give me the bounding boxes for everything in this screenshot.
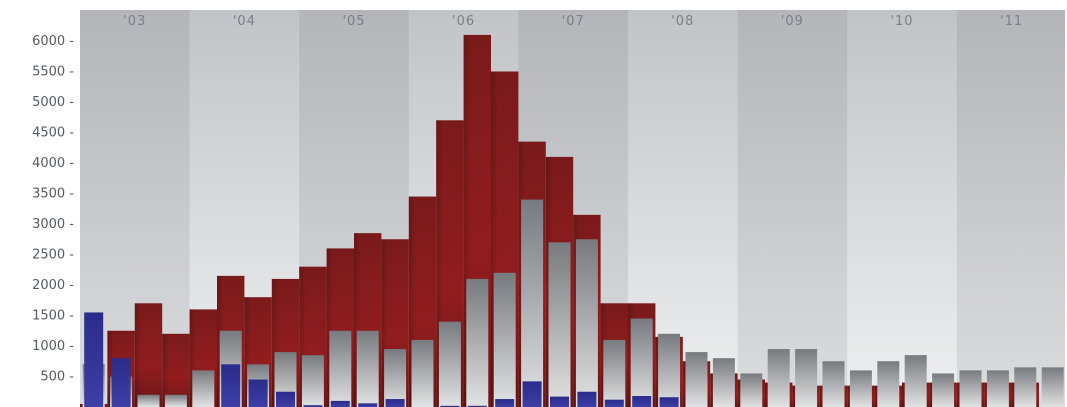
series-3-bar	[577, 391, 597, 407]
series-2-bar	[658, 333, 681, 407]
series-2-bar	[959, 370, 982, 407]
series-2-bar	[493, 272, 516, 407]
series-2-bar	[356, 330, 379, 407]
series-2-bar	[932, 373, 955, 407]
y-tick-label: 5000 -	[32, 95, 74, 110]
year-label: '07	[562, 14, 585, 29]
series-2-bar	[192, 370, 215, 407]
year-label: '10	[890, 14, 913, 29]
series-2-bar	[877, 361, 900, 407]
series-2-bar	[603, 339, 626, 407]
y-tick-label: 6000 -	[32, 34, 74, 49]
series-3-bar	[303, 405, 323, 407]
year-band	[956, 10, 1065, 407]
y-axis: 500 - 1000 - 1500 - 2000 - 2500 - 3000 - 3500 …	[32, 34, 74, 385]
series-3-bar	[248, 379, 268, 407]
year-label: '06	[452, 14, 475, 29]
series-2-bar	[301, 355, 324, 407]
year-labels: '03 '04 '05 '06 '07 '08 '09 '10 '11	[123, 14, 1023, 29]
series-3-bar	[84, 312, 104, 407]
series-2-bar	[1041, 367, 1064, 407]
series-2-bar	[630, 318, 653, 407]
series-3-bars	[84, 312, 679, 407]
series-3-bar	[550, 396, 569, 407]
y-tick-label: 3500 -	[32, 187, 74, 202]
series-2-bar	[137, 394, 160, 407]
series-2-bar	[384, 349, 407, 407]
series-2-bar	[795, 349, 818, 407]
y-tick-label: 2500 -	[32, 248, 74, 263]
series-2-bar	[685, 352, 708, 407]
year-label: '03	[123, 14, 146, 29]
year-label: '05	[342, 14, 365, 29]
series-2-bar	[164, 394, 187, 407]
series-3-bar	[495, 399, 515, 407]
y-tick-label: 1000 -	[32, 339, 74, 354]
series-3-bar	[358, 403, 378, 407]
y-tick-label: 3000 -	[32, 217, 74, 232]
series-3-bar	[604, 399, 624, 407]
series-2-bar	[849, 370, 872, 407]
series-2-bar	[575, 239, 598, 407]
y-tick-label: 2000 -	[32, 278, 74, 293]
series-2-bar	[548, 242, 571, 407]
year-label: '08	[671, 14, 694, 29]
series-2-bar	[767, 349, 790, 407]
series-1-bar-shade	[134, 303, 163, 407]
series-3-bar	[632, 396, 652, 407]
y-tick-label: 4000 -	[32, 156, 74, 171]
series-2-bar	[411, 339, 434, 407]
series-3-bar	[111, 358, 131, 407]
series-3-bar	[440, 405, 460, 407]
y-tick-label: 500 -	[40, 370, 74, 385]
series-2-bar	[904, 355, 927, 407]
series-3-bar	[467, 405, 487, 407]
series-2-bar	[712, 358, 735, 407]
year-label: '04	[233, 14, 256, 29]
series-2-bar	[740, 373, 763, 407]
series-3-bar	[330, 400, 350, 407]
series-2-bar	[438, 321, 461, 407]
y-tick-label: 5500 -	[32, 65, 74, 80]
series-3-bar	[522, 381, 542, 407]
y-tick-label: 1500 -	[32, 309, 74, 324]
year-label: '09	[781, 14, 804, 29]
series-2-bar	[521, 199, 544, 407]
year-band	[847, 10, 957, 407]
series-3-bar	[221, 364, 241, 407]
series-2-bar	[986, 370, 1009, 407]
series-2-bar	[1014, 367, 1037, 407]
series-3-bar	[276, 391, 295, 407]
year-band	[737, 10, 848, 407]
series-3-bar	[659, 397, 679, 407]
year-label: '11	[1000, 14, 1023, 29]
series-2-bar	[822, 361, 845, 407]
y-tick-label: 4500 -	[32, 126, 74, 141]
series-3-bar	[385, 399, 405, 407]
series-2-bar	[329, 330, 352, 407]
series-2-bar	[466, 278, 489, 407]
